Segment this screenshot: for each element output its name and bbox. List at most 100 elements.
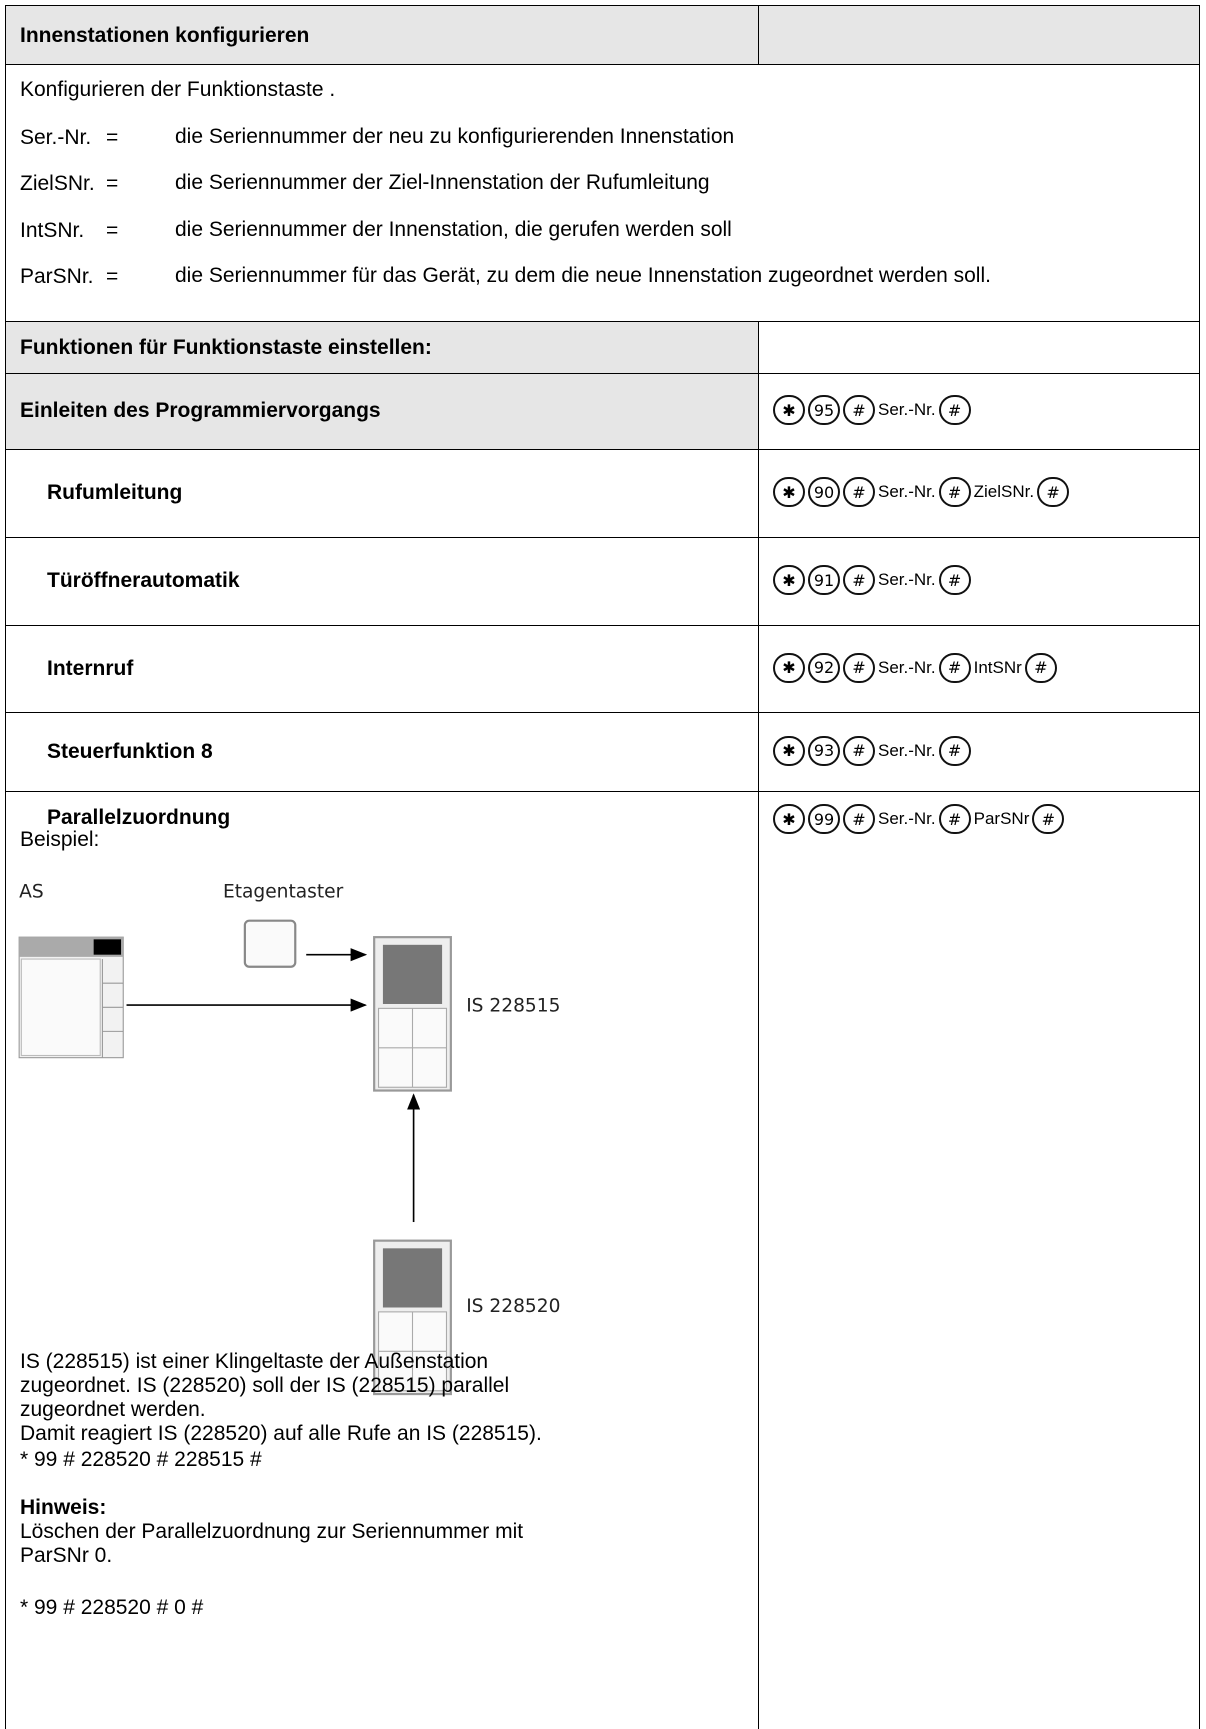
header-bg [6,6,758,64]
key-sequence: ✱ 90 # Ser.-Nr. # ZielSNr. # [773,477,1070,507]
row-label: Türöffnerautomatik [47,569,240,592]
row-label: Rufumleitung [47,481,183,504]
key-circle: # [843,565,875,595]
definition-term: IntSNr. [20,219,85,242]
key-circle: ✱ [773,395,805,425]
key-text: IntSNr [973,657,1022,677]
border [758,5,759,64]
header-title: Innenstationen konfigurieren [20,24,310,47]
section-title: Funktionen für Funktionstaste einstellen… [20,336,432,359]
button-icon [243,919,297,968]
key-circle: # [938,477,971,507]
key-text: Ser.-Nr. [878,570,936,589]
row-label: Einleiten des Programmiervorgangs [20,399,381,422]
key-circle: 99 [808,804,840,834]
key-circle: ✱ [773,804,805,834]
key-circle: # [938,565,971,595]
key-circle: # [843,652,875,683]
key-text: Ser.-Nr. [878,657,936,677]
key-circle: # [1037,477,1070,507]
border [5,373,1200,374]
border [5,712,1200,713]
indoor-station [373,1239,452,1396]
definition-sign: = [106,265,119,288]
border [1199,5,1200,1729]
definition-term: ZielSNr. [20,172,95,195]
note-line: Löschen der Parallelzuordnung zur Serien… [20,1520,524,1543]
row-label: Parallelzuordnung [47,806,231,829]
note-title: Hinweis: [20,1496,107,1519]
header-bg [759,6,1199,64]
section-bg [6,321,758,373]
description-line: zugeordnet. IS (228520) soll der IS (228… [20,1374,510,1397]
key-circle: # [938,395,971,425]
key-circle: 91 [808,565,840,595]
key-circle: # [843,395,875,425]
description-line: zugeordnet werden. [20,1398,206,1421]
indoor-station [373,936,452,1092]
key-text: ZielSNr. [973,482,1035,501]
key-sequence: ✱ 93 # Ser.-Nr. # [773,735,971,766]
description-line: Damit reagiert IS (228520) auf alle Rufe… [20,1422,542,1445]
border [5,791,1200,792]
key-circle: ✱ [773,477,805,507]
border [5,5,6,1729]
key-text: Ser.-Nr. [878,482,936,501]
key-circle: # [938,652,971,683]
example-label: Beispiel: [20,828,100,851]
key-circle: ✱ [773,735,805,766]
row-label: Steuerfunktion 8 [47,739,213,763]
key-circle: # [843,735,875,766]
key-sequence: ✱ 95 # Ser.-Nr. # [773,395,971,425]
outdoor-station [18,936,124,1059]
key-circle: # [843,477,875,507]
border [5,5,1200,6]
key-sequence: ✱ 91 # Ser.-Nr. # [773,565,971,595]
key-circle: 90 [808,477,840,507]
row-bg [6,373,758,449]
border [5,449,1200,450]
diagram: AS Etagentaster IS 228515 IS 228520 [18,882,560,1396]
intro-text: Konfigurieren der Funktionstaste . [20,78,336,101]
diagram-label: Etagentaster [223,882,344,903]
definition-sign: = [106,126,119,149]
definition-text: die Seriennummer der Ziel-Innenstation d… [175,171,710,194]
key-circle: # [1024,652,1057,683]
key-circle: 93 [808,735,840,766]
definition-text: die Seriennummer der Innenstation, die g… [175,218,732,241]
diagram-label: IS 228520 [466,1296,560,1317]
key-circle: # [938,804,971,834]
definition-sign: = [106,219,119,242]
key-circle: ✱ [773,652,805,683]
border [5,321,1200,322]
key-text: Ser.-Nr. [878,740,936,760]
key-text: Ser.-Nr. [878,809,936,828]
diagram-label: AS [19,882,44,903]
key-circle: 95 [808,395,840,425]
key-circle: # [1032,804,1065,834]
key-circle: ✱ [773,565,805,595]
code: * 99 # 228520 # 228515 # [20,1448,262,1471]
border [758,321,759,1729]
definition-sign: = [106,172,119,195]
key-circle: # [843,804,875,834]
key-sequence: ✱ 92 # Ser.-Nr. # IntSNr # [773,652,1057,683]
key-text: Ser.-Nr. [878,400,936,419]
border [5,625,1200,626]
key-text: ParSNr [973,809,1030,828]
diagram-label: IS 228515 [466,996,560,1017]
code: * 99 # 228520 # 0 # [20,1596,204,1619]
border [5,537,1200,538]
definition-term: ParSNr. [20,265,94,288]
border [5,64,1200,65]
description-line: IS (228515) ist einer Klingeltaste der A… [20,1350,489,1373]
key-circle: # [938,735,971,766]
definition-text: die Seriennummer der neu zu konfiguriere… [175,125,735,148]
definition-text: die Seriennummer für das Gerät, zu dem d… [175,264,991,287]
key-circle: 92 [808,652,840,683]
note-line: ParSNr 0. [20,1544,113,1567]
row-label: Internruf [47,656,134,680]
definition-term: Ser.-Nr. [20,126,92,149]
